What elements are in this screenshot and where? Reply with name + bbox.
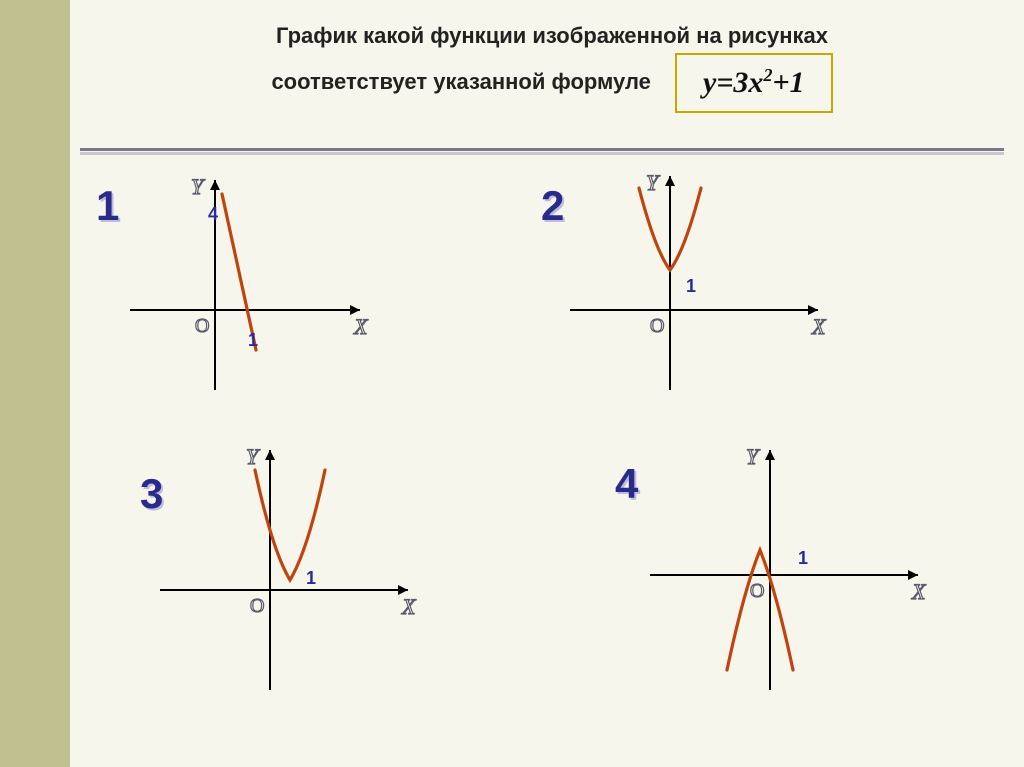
svg-text:1: 1 — [306, 568, 316, 588]
svg-text:X: X — [811, 314, 827, 339]
svg-text:1: 1 — [248, 330, 258, 350]
option-number-1[interactable]: 1 — [96, 182, 119, 230]
plot-2: Y X O 1 — [560, 170, 840, 400]
plot-1: Y X O 4 1 — [120, 170, 380, 400]
svg-text:Y: Y — [746, 444, 761, 469]
svg-text:O: O — [195, 315, 209, 337]
svg-text:X: X — [911, 579, 927, 604]
svg-text:Y: Y — [646, 170, 661, 195]
title-line2: соответствует указанной формуле — [271, 69, 650, 94]
divider — [80, 148, 1004, 158]
svg-text:X: X — [353, 314, 369, 339]
formula-box: y=3x2+1 — [675, 53, 833, 113]
plot-3: Y X O 1 — [150, 440, 430, 700]
option-number-4[interactable]: 4 — [615, 460, 638, 508]
title-line1: График какой функции изображенной на рис… — [276, 23, 828, 48]
question-title: График какой функции изображенной на рис… — [140, 18, 964, 113]
left-sidebar — [0, 0, 70, 767]
formula-text: y=3x2+1 — [703, 66, 805, 99]
svg-text:4: 4 — [208, 204, 218, 224]
plot-4: Y X O 1 — [640, 440, 940, 700]
svg-text:O: O — [650, 315, 664, 337]
svg-text:O: O — [750, 580, 764, 602]
svg-text:1: 1 — [686, 276, 696, 296]
svg-text:O: O — [250, 595, 264, 617]
svg-text:Y: Y — [246, 444, 261, 469]
svg-text:X: X — [401, 594, 417, 619]
svg-text:Y: Y — [191, 174, 206, 199]
svg-text:1: 1 — [798, 548, 808, 568]
